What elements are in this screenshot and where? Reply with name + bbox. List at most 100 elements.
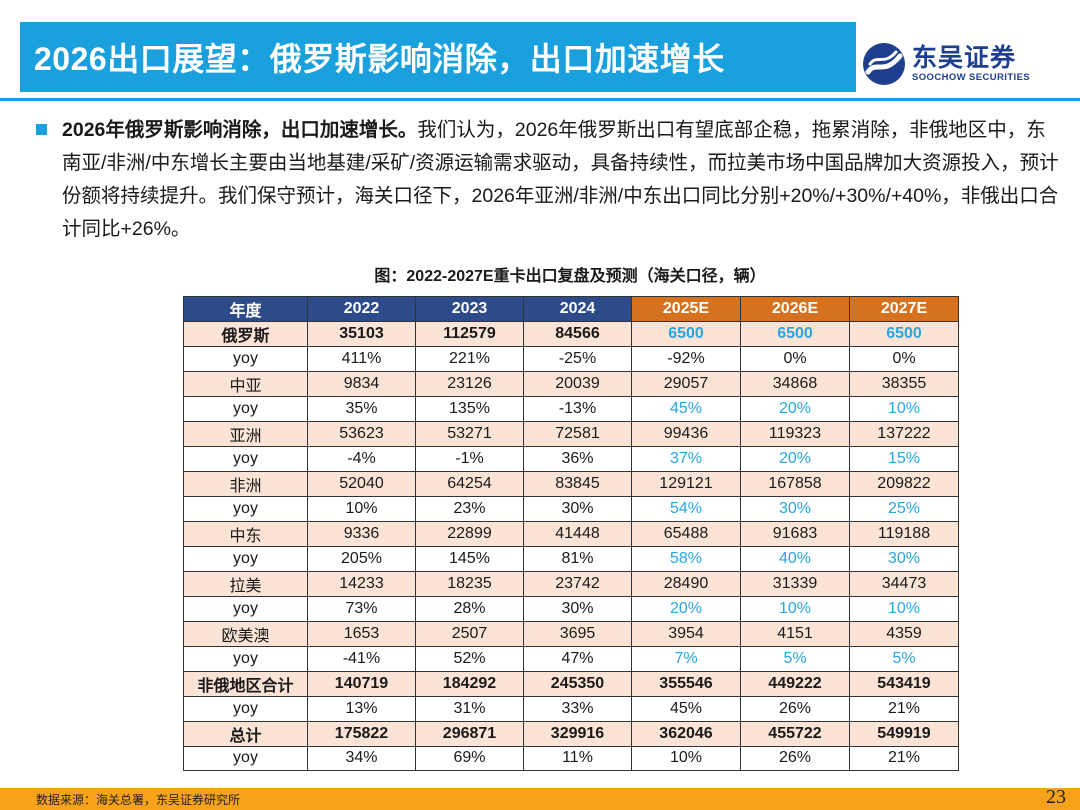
yoy-row: yoy -4% -1% 36% 37% 20% 15% [183,445,959,472]
table-cell: 3695 [523,620,632,647]
table-cell: 167858 [740,470,850,497]
table-cell: 35% [307,395,416,422]
table-row: 亚洲 53623 53271 72581 99436 119323 137222 [183,420,959,447]
table-row: 中亚 9834 23126 20039 29057 34868 38355 [183,370,959,397]
table-cell: 34868 [740,370,850,397]
row-label: yoy [183,545,308,572]
table-cell: 45% [631,695,741,722]
table-cell: 33% [523,695,632,722]
brand-logo: 东吴证券 SOOCHOW SECURITIES [862,38,1062,90]
table-cell: 20% [631,595,741,622]
summary-paragraph: 2026年俄罗斯影响消除，出口加速增长。我们认为，2026年俄罗斯出口有望底部企… [62,114,1062,246]
table-cell: 30% [849,545,959,572]
table-cell: 36% [523,445,632,472]
table-cell: 28% [415,595,524,622]
yoy-row: yoy 10% 23% 30% 54% 30% 25% [183,495,959,522]
table-cell: 129121 [631,470,741,497]
table-cell: -41% [307,645,416,672]
table-row: 非洲 52040 64254 83845 129121 167858 209822 [183,470,959,497]
table-cell: 411% [307,346,416,372]
table-cell: 58% [631,545,741,572]
table-cell: 549919 [849,720,959,747]
yoy-row: yoy 73% 28% 30% 20% 10% 10% [183,595,959,622]
row-label: 非俄地区合计 [183,670,308,697]
table-cell: 28490 [631,570,741,597]
table-cell: 5% [740,645,850,672]
header-cell: 2023 [415,296,524,322]
row-label: yoy [183,445,308,472]
table-cell: 31% [415,695,524,722]
table-cell: 31339 [740,570,850,597]
yoy-row: yoy 35% 135% -13% 45% 20% 10% [183,395,959,422]
table-cell: 455722 [740,720,850,747]
table-cell: 362046 [631,720,741,747]
footer-bar [0,788,1080,810]
table-cell: 10% [631,745,741,772]
table-cell: 355546 [631,670,741,697]
row-label: 俄罗斯 [183,321,308,347]
table-cell: 10% [849,395,959,422]
table-cell: 6500 [849,321,959,347]
table-cell: 52040 [307,470,416,497]
table-body: 俄罗斯 35103 112579 84566 6500 6500 6500 yoy 411% 22… [183,321,959,772]
table-cell: 9336 [307,520,416,547]
row-label: 中亚 [183,370,308,397]
row-label: 中东 [183,520,308,547]
bullet-square-icon [36,124,47,135]
table-cell: 30% [523,595,632,622]
table-cell: 14233 [307,570,416,597]
table-cell: 145% [415,545,524,572]
row-label: yoy [183,346,308,372]
table-cell: -4% [307,445,416,472]
table-cell: 81% [523,545,632,572]
table-cell: 22899 [415,520,524,547]
table-cell: 6500 [740,321,850,347]
header-cell: 年度 [183,296,308,322]
table-cell: 1653 [307,620,416,647]
source-note: 数据来源：海关总署，东吴证券研究所 [36,793,241,807]
logo-en-text: SOOCHOW SECURITIES [912,72,1031,83]
yoy-row: yoy 34% 69% 11% 10% 26% 21% [183,745,959,772]
table-cell: 20% [740,395,850,422]
table-cell: 20% [740,445,850,472]
yoy-row: yoy 13% 31% 33% 45% 26% 21% [183,695,959,722]
table-cell: 9834 [307,370,416,397]
table-cell: 209822 [849,470,959,497]
header-divider [0,98,1080,101]
table-cell: 54% [631,495,741,522]
table-row: 俄罗斯 35103 112579 84566 6500 6500 6500 [183,321,959,347]
table-cell: 7% [631,645,741,672]
table-cell: 10% [740,595,850,622]
table-cell: 23% [415,495,524,522]
table-cell: 84566 [523,321,632,347]
table-cell: 34473 [849,570,959,597]
table-cell: 296871 [415,720,524,747]
row-label: yoy [183,595,308,622]
table-cell: 21% [849,695,959,722]
logo-cn-text: 东吴证券 [912,44,1017,72]
yoy-row: yoy 411% 221% -25% -92% 0% 0% [183,346,959,372]
table-cell: 64254 [415,470,524,497]
table-row: 总计 175822 296871 329916 362046 455722 549919 [183,720,959,747]
table-cell: 205% [307,545,416,572]
row-label: 欧美澳 [183,620,308,647]
table-cell: 23742 [523,570,632,597]
summary-body: 我们认为，2026年俄罗斯出口有望底部企稳，拖累消除，非俄地区中，东南亚/非洲/… [62,119,1059,240]
header-cell: 2026E [740,296,850,322]
title-bar: 2026出口展望：俄罗斯影响消除，出口加速增长 [20,22,856,92]
table-cell: 10% [307,495,416,522]
table-cell: 4151 [740,620,850,647]
table-cell: 99436 [631,420,741,447]
table-row: 中东 9336 22899 41448 65488 91683 119188 [183,520,959,547]
row-label: 非洲 [183,470,308,497]
page-number: 23 [1046,786,1066,808]
table-cell: 6500 [631,321,741,347]
table-cell: 83845 [523,470,632,497]
table-cell: 221% [415,346,524,372]
header-cell: 2027E [849,296,959,322]
table-cell: 2507 [415,620,524,647]
table-cell: -92% [631,346,741,372]
table-cell: 69% [415,745,524,772]
table-cell: 34% [307,745,416,772]
table-cell: 72581 [523,420,632,447]
